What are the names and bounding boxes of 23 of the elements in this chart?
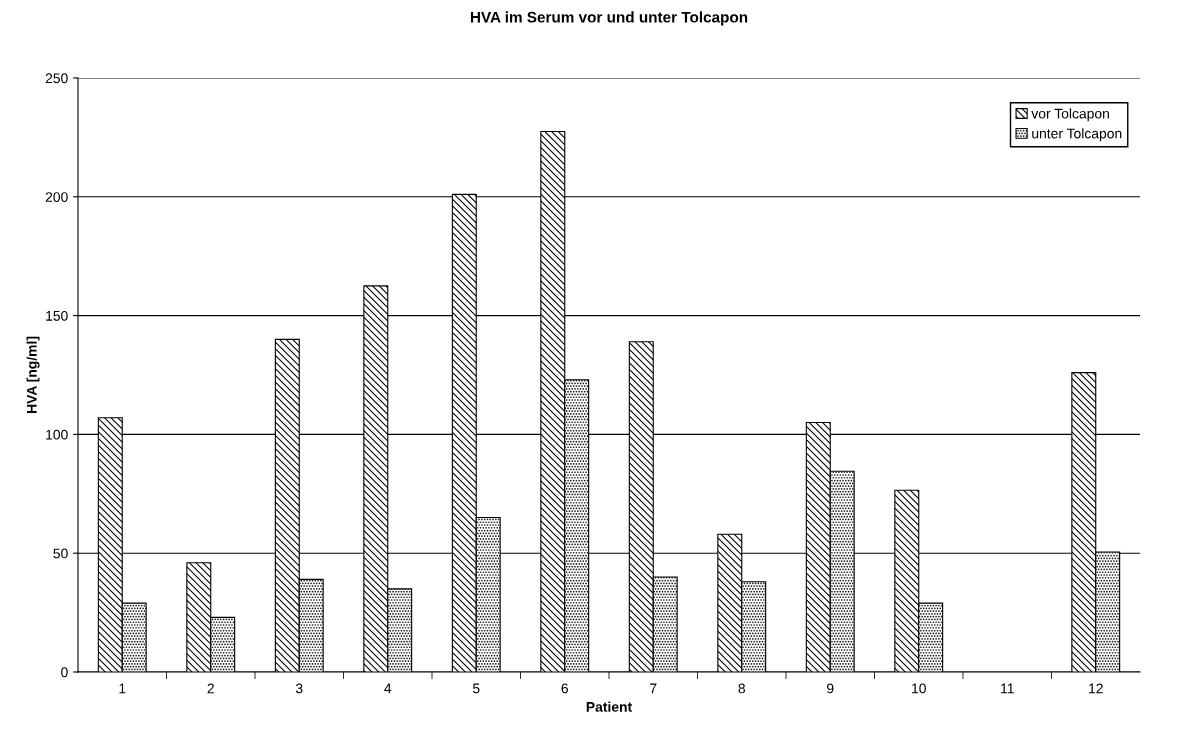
- x-tick-label: 7: [650, 683, 657, 694]
- x-tick-label: 11: [1001, 683, 1014, 694]
- y-tick-label: 100: [46, 429, 68, 440]
- x-tick-label: 1: [119, 683, 126, 694]
- legend-label: unter Tolcapon: [1032, 128, 1122, 142]
- x-tick-label: 4: [384, 683, 392, 694]
- y-tick-label: 50: [53, 548, 68, 559]
- y-tick-label: 200: [45, 192, 68, 202]
- chart-title: HVA im Serum vor und unter Tolcapon: [470, 11, 748, 26]
- x-tick-label: 12: [1089, 683, 1103, 694]
- y-tick-label: 0: [61, 667, 68, 678]
- x-tick-label: 8: [738, 683, 746, 694]
- x-axis-title: Patient: [586, 701, 632, 712]
- y-tick-label: 150: [46, 310, 68, 321]
- x-tick-label: 5: [472, 683, 480, 694]
- x-tick-label: 3: [295, 683, 303, 694]
- legend-label: vor Tolcapon: [1031, 108, 1109, 122]
- x-tick-label: 2: [207, 683, 214, 694]
- x-tick-label: 6: [561, 683, 568, 694]
- x-tick-label: 10: [912, 683, 926, 694]
- y-axis-title: HVA [ng/ml]: [26, 336, 40, 414]
- y-tick-label: 250: [45, 73, 68, 84]
- x-tick-label: 9: [827, 683, 834, 694]
